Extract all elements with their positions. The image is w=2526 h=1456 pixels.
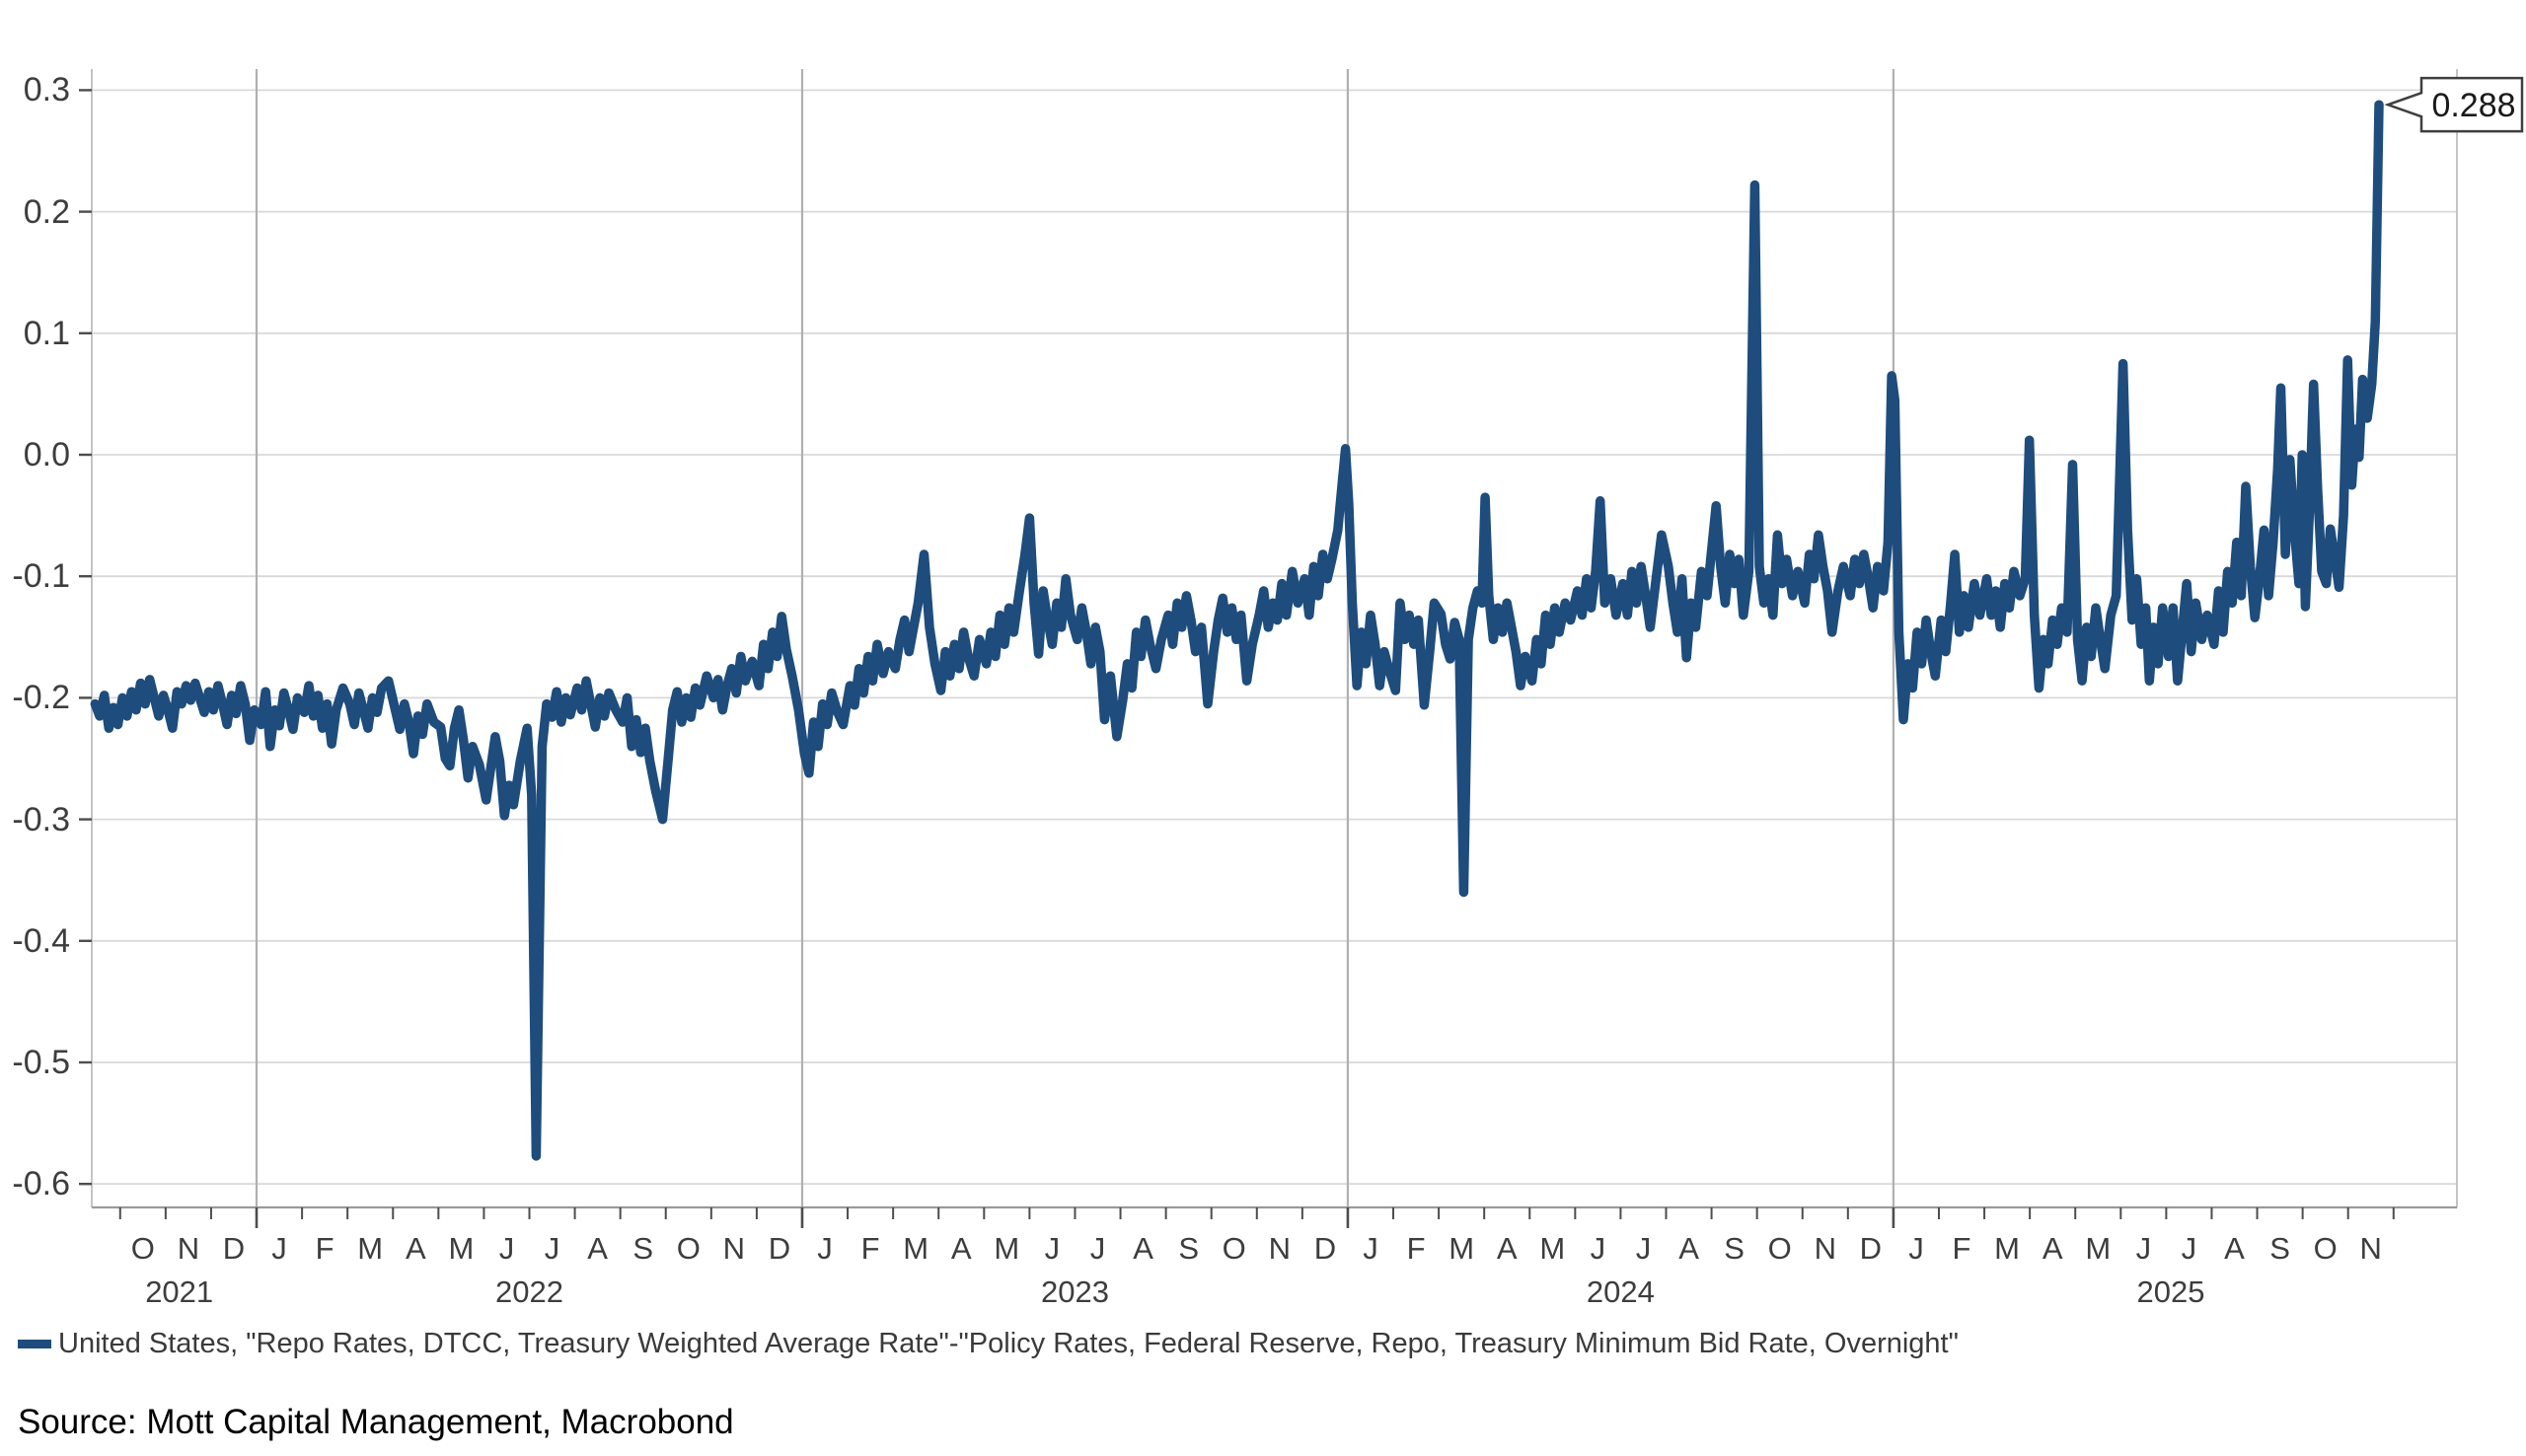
x-axis-month-label: J [1590, 1231, 1606, 1266]
x-axis-month-label: J [1363, 1231, 1378, 1266]
y-axis-tick-label: -0.2 [12, 679, 70, 717]
x-axis-month-label: F [1952, 1231, 1971, 1266]
source-text: Source: Mott Capital Management, Macrobo… [18, 1403, 734, 1441]
y-axis-tick-label: 0.0 [23, 436, 70, 473]
x-axis-month-label: M [1539, 1231, 1566, 1266]
x-axis-month-label: J [817, 1231, 833, 1266]
x-axis-month-label: A [950, 1231, 972, 1266]
x-axis-month-label: A [405, 1231, 426, 1266]
x-axis-month-label: N [1268, 1231, 1291, 1266]
y-axis-tick-label: -0.1 [12, 557, 70, 596]
x-axis-month-label: J [1089, 1231, 1106, 1266]
y-axis-tick-label: -0.5 [12, 1044, 70, 1081]
legend: United States, "Repo Rates, DTCC, Treasu… [18, 1328, 1959, 1360]
x-axis-month-label: J [544, 1231, 560, 1266]
x-axis-month-label: F [860, 1231, 880, 1266]
x-axis-year-label: 2023 [1040, 1274, 1109, 1309]
x-axis-month-label: S [2269, 1231, 2290, 1266]
x-axis-month-label: F [1406, 1231, 1426, 1266]
x-axis-month-label: J [2181, 1231, 2197, 1266]
x-axis-month-label: J [498, 1231, 515, 1266]
last-value-label: 0.288 [2431, 87, 2515, 124]
x-axis-month-label: S [632, 1231, 654, 1266]
x-axis-month-label: A [1496, 1231, 1518, 1266]
x-axis-month-label: J [1044, 1231, 1061, 1266]
x-axis-month-label: A [1678, 1231, 1699, 1266]
x-axis-month-label: O [130, 1231, 155, 1266]
x-axis-month-label: D [768, 1231, 791, 1266]
x-axis-month-label: J [2135, 1231, 2152, 1266]
x-axis-month-label: J [1635, 1231, 1652, 1266]
x-axis-month-label: N [1814, 1231, 1836, 1266]
y-axis-tick-label: -0.4 [12, 921, 70, 960]
x-axis-month-label: O [1767, 1231, 1792, 1266]
x-axis-month-label: M [1449, 1231, 1475, 1266]
x-axis-month-label: O [2313, 1231, 2338, 1266]
x-axis-month-label: N [722, 1231, 746, 1266]
data-series-line [90, 100, 2384, 1161]
y-axis-tick-label: 0.2 [23, 192, 70, 231]
x-axis-month-label: M [448, 1231, 475, 1266]
x-axis-month-label: S [1178, 1231, 1199, 1266]
y-axis-tick-label: -0.3 [12, 800, 70, 838]
x-axis-month-label: M [994, 1231, 1020, 1266]
x-axis-month-label: A [2042, 1231, 2063, 1266]
x-axis-month-label: N [177, 1231, 200, 1266]
legend-label: United States, "Repo Rates, DTCC, Treasu… [58, 1328, 1959, 1359]
legend-line-marker [18, 1340, 51, 1348]
x-axis-month-label: A [1133, 1231, 1153, 1266]
x-axis-month-label: M [2085, 1231, 2112, 1266]
x-axis-month-label: F [315, 1231, 334, 1266]
x-axis-month-label: O [1222, 1231, 1246, 1266]
x-axis-month-label: A [2224, 1231, 2245, 1266]
x-axis-year-label: 2025 [2136, 1274, 2205, 1309]
x-axis-month-label: D [222, 1231, 246, 1266]
last-value-callout [2384, 76, 2524, 133]
x-axis-year-label: 2021 [145, 1274, 214, 1309]
x-axis-month-label: D [1313, 1231, 1337, 1266]
x-axis-month-label: M [903, 1231, 929, 1266]
y-axis-tick-label: -0.6 [12, 1165, 70, 1203]
x-axis-month-label: D [1859, 1231, 1883, 1266]
x-axis-month-label: M [1994, 1231, 2020, 1266]
x-axis-month-label: O [676, 1231, 701, 1266]
x-axis-month-label: N [2359, 1231, 2382, 1266]
x-axis-month-label: A [587, 1231, 608, 1266]
x-axis-month-label: J [1908, 1231, 1924, 1266]
x-axis-month-label: M [357, 1231, 384, 1266]
y-axis-tick-label: 0.3 [23, 71, 70, 109]
y-axis-tick-label: 0.1 [23, 314, 70, 352]
x-axis-year-label: 2022 [495, 1274, 563, 1309]
x-axis-year-label: 2024 [1586, 1274, 1655, 1309]
x-axis-month-label: S [1724, 1231, 1745, 1266]
x-axis-month-label: J [271, 1231, 287, 1266]
